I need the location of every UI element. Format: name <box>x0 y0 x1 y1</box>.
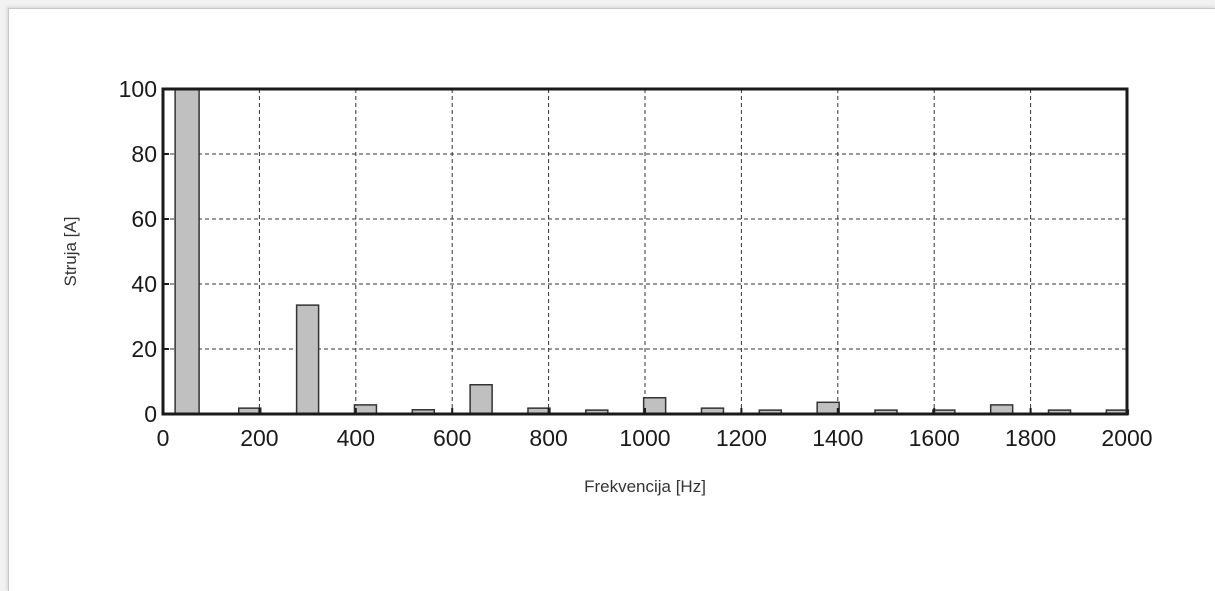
x-tick-label: 1200 <box>716 425 767 451</box>
y-axis-title: Struja [A] <box>61 217 80 287</box>
x-tick-label: 200 <box>240 425 278 451</box>
y-tick-label: 0 <box>144 401 157 427</box>
bars-layer <box>174 88 1130 415</box>
x-tick-label: 600 <box>433 425 471 451</box>
x-tick-label: 2000 <box>1101 425 1152 451</box>
x-tick-label: 1400 <box>812 425 863 451</box>
y-tick-label: 40 <box>131 271 157 297</box>
bar <box>174 88 200 415</box>
grid-layer <box>163 89 1127 414</box>
x-tick-label: 800 <box>529 425 567 451</box>
bar <box>642 397 667 415</box>
x-tick-label: 1000 <box>619 425 670 451</box>
bar <box>469 384 493 415</box>
harmonic-spectrum-chart: 0 200 400 600 800 1000 1200 1400 1600 1800 2000 0 20… <box>61 76 1153 496</box>
x-tick-label: 1600 <box>909 425 960 451</box>
bar <box>295 304 320 415</box>
y-tick-label: 60 <box>131 206 157 232</box>
x-tick-label: 400 <box>337 425 375 451</box>
y-tick-label: 20 <box>131 336 157 362</box>
x-tick-label: 1800 <box>1005 425 1056 451</box>
ticks-layer: 0 200 400 600 800 1000 1200 1400 1600 1800 2000 0 20… <box>119 76 1153 451</box>
bar <box>816 401 840 415</box>
x-tick-label: 0 <box>157 425 170 451</box>
x-axis-title: Frekvencija [Hz] <box>584 477 706 496</box>
y-tick-label: 80 <box>131 141 157 167</box>
y-tick-label: 100 <box>119 76 157 102</box>
figure-card: 0 200 400 600 800 1000 1200 1400 1600 1800 2000 0 20… <box>8 8 1215 591</box>
